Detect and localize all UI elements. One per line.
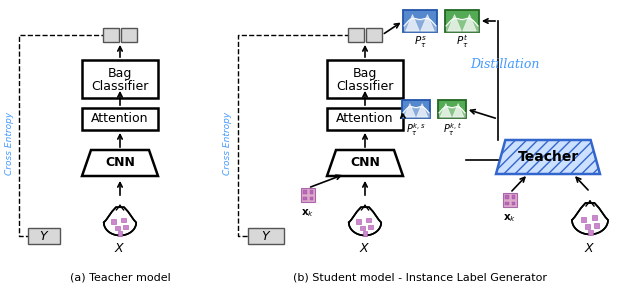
- Polygon shape: [448, 14, 461, 31]
- Bar: [503, 193, 517, 207]
- Polygon shape: [104, 207, 136, 236]
- Text: $Y$: $Y$: [260, 229, 271, 242]
- Text: $P^{k,s}_\tau$: $P^{k,s}_\tau$: [406, 122, 426, 138]
- Text: CNN: CNN: [105, 157, 135, 170]
- Text: Cross Entropy: Cross Entropy: [223, 111, 232, 175]
- Bar: [580, 216, 586, 221]
- Bar: [348, 28, 364, 42]
- Polygon shape: [463, 14, 476, 31]
- Bar: [82, 60, 158, 98]
- Text: Classifier: Classifier: [336, 79, 394, 92]
- Bar: [118, 231, 122, 236]
- Bar: [593, 223, 598, 227]
- Polygon shape: [349, 207, 381, 236]
- Bar: [363, 231, 367, 236]
- Polygon shape: [327, 150, 403, 176]
- Bar: [111, 219, 116, 224]
- Bar: [368, 225, 372, 229]
- Text: Attention: Attention: [336, 112, 394, 125]
- Bar: [591, 214, 596, 220]
- Text: (b) Student model - Instance Label Generator: (b) Student model - Instance Label Gener…: [293, 273, 547, 283]
- Text: Distillation: Distillation: [470, 58, 540, 71]
- Bar: [121, 28, 137, 42]
- Polygon shape: [572, 203, 608, 234]
- Bar: [360, 226, 365, 230]
- Text: $P^t_\tau$: $P^t_\tau$: [456, 34, 468, 50]
- Bar: [103, 28, 119, 42]
- Bar: [301, 188, 315, 202]
- Text: Classifier: Classifier: [92, 79, 148, 92]
- Bar: [356, 219, 361, 224]
- Polygon shape: [404, 103, 415, 117]
- Text: Attention: Attention: [92, 112, 148, 125]
- Polygon shape: [417, 103, 428, 117]
- Bar: [327, 60, 403, 98]
- Text: $X$: $X$: [359, 242, 371, 255]
- Bar: [310, 197, 314, 200]
- Bar: [505, 195, 509, 199]
- Bar: [402, 100, 430, 118]
- Bar: [123, 225, 127, 229]
- Polygon shape: [440, 103, 451, 117]
- Bar: [511, 195, 515, 199]
- Text: (a) Teacher model: (a) Teacher model: [70, 273, 170, 283]
- Bar: [366, 218, 371, 222]
- Text: Bag: Bag: [353, 68, 377, 81]
- Polygon shape: [452, 103, 464, 117]
- Text: $\mathbf{x}_k$: $\mathbf{x}_k$: [504, 212, 516, 224]
- Text: Cross Entropy: Cross Entropy: [6, 111, 15, 175]
- Bar: [115, 226, 120, 230]
- Bar: [445, 10, 479, 32]
- Bar: [310, 190, 314, 194]
- Bar: [505, 201, 509, 205]
- Bar: [584, 223, 589, 229]
- Bar: [122, 218, 126, 222]
- Bar: [511, 201, 515, 205]
- Text: $Y$: $Y$: [39, 229, 49, 242]
- Text: Teacher: Teacher: [517, 150, 579, 164]
- Text: $P^s_\tau$: $P^s_\tau$: [413, 34, 426, 50]
- Bar: [403, 10, 437, 32]
- Bar: [366, 28, 382, 42]
- Text: $X$: $X$: [115, 242, 125, 255]
- Polygon shape: [496, 140, 600, 174]
- Polygon shape: [82, 150, 158, 176]
- Text: CNN: CNN: [350, 157, 380, 170]
- Text: $X$: $X$: [584, 242, 596, 255]
- Polygon shape: [420, 14, 435, 31]
- Bar: [327, 108, 403, 130]
- Text: $\mathbf{x}_k$: $\mathbf{x}_k$: [301, 207, 315, 219]
- Bar: [248, 228, 284, 244]
- Bar: [588, 229, 593, 234]
- Bar: [438, 100, 466, 118]
- Polygon shape: [406, 14, 419, 31]
- Bar: [28, 228, 60, 244]
- Bar: [303, 190, 307, 194]
- Bar: [82, 108, 158, 130]
- Bar: [303, 197, 307, 200]
- Text: Bag: Bag: [108, 68, 132, 81]
- Text: $P^{k,t}_\tau$: $P^{k,t}_\tau$: [442, 122, 461, 138]
